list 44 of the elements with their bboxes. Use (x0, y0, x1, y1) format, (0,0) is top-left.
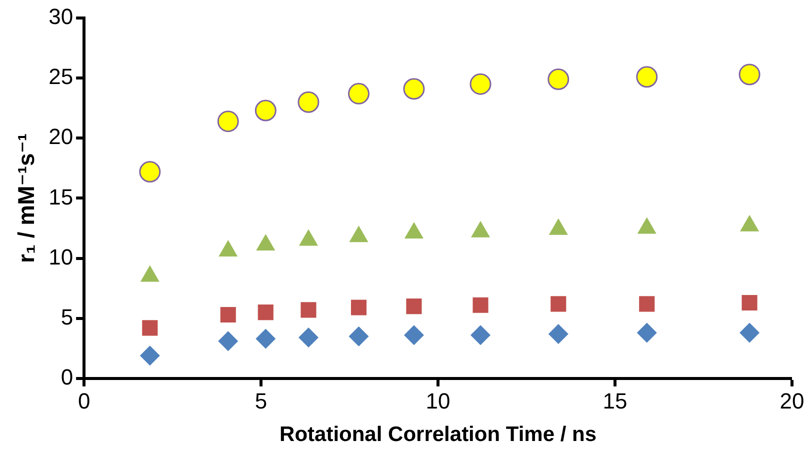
point (738, 64, 760, 86)
point (217, 110, 239, 132)
point (636, 322, 657, 343)
y-axis-title: r₁ / mM⁻¹s⁻¹ (13, 133, 40, 264)
point (140, 346, 160, 366)
point (636, 66, 658, 88)
point (470, 325, 491, 346)
x-axis-title: Rotational Correlation Time / ns (280, 423, 597, 446)
point (404, 325, 424, 346)
point (220, 306, 236, 323)
y-tick-label: 20 (48, 124, 74, 150)
point (298, 91, 320, 113)
point (472, 297, 488, 313)
point (403, 78, 425, 100)
y-tick-label: 5 (60, 304, 74, 330)
point (639, 296, 655, 312)
point (406, 298, 422, 314)
x-tick-label: 0 (78, 388, 90, 414)
x-tick-label: 10 (426, 388, 450, 414)
x-tick-label: 5 (254, 388, 268, 414)
point (348, 82, 370, 104)
point (300, 302, 316, 318)
point (548, 68, 570, 90)
point (470, 73, 492, 95)
x-tick-label: 15 (602, 388, 628, 414)
y-tick-label: 25 (48, 64, 74, 90)
y-tick-label: 10 (48, 244, 74, 270)
point (548, 324, 568, 344)
point (256, 328, 276, 349)
point (218, 331, 238, 352)
point (350, 300, 367, 316)
point (742, 294, 758, 310)
y-tick-label: 15 (48, 184, 74, 210)
point (142, 320, 158, 336)
point (298, 328, 318, 348)
point (348, 326, 369, 346)
point (139, 161, 161, 183)
point (740, 322, 760, 343)
point (258, 304, 274, 320)
point (254, 100, 276, 122)
point (550, 296, 566, 312)
y-tick-label: 0 (60, 364, 74, 390)
x-tick-label: 20 (780, 388, 804, 414)
y-tick-label: 30 (48, 4, 74, 30)
